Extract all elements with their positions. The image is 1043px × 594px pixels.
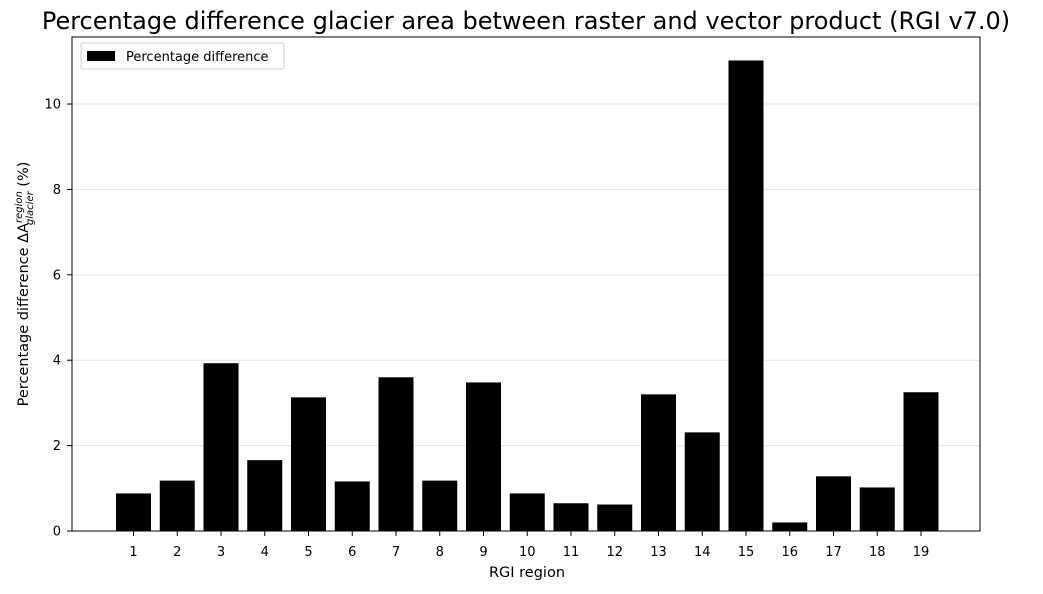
x-tick-label: 7	[392, 545, 400, 560]
x-tick-label: 11	[563, 545, 580, 560]
y-tick-label: 10	[44, 98, 61, 113]
legend-box	[80, 42, 285, 70]
bar	[159, 480, 195, 531]
bar	[291, 397, 326, 531]
bar	[422, 480, 458, 531]
x-tick-label: 18	[869, 545, 886, 560]
x-tick-label: 19	[913, 545, 930, 560]
y-tick-label: 8	[53, 183, 61, 198]
bar	[816, 476, 851, 531]
bar	[859, 487, 895, 531]
y-tick-label: 0	[53, 525, 61, 540]
x-tick-label: 2	[173, 545, 181, 560]
x-tick-label: 12	[606, 545, 623, 560]
bar	[903, 392, 939, 531]
x-tick-label: 15	[738, 545, 755, 560]
legend-label: Percentage difference	[126, 50, 269, 65]
bar	[466, 382, 501, 531]
bar	[597, 504, 633, 531]
bar	[684, 432, 720, 531]
y-tick-label: 4	[53, 354, 61, 369]
legend: Percentage difference	[80, 42, 285, 70]
bars	[116, 60, 939, 531]
x-tick-label: 8	[436, 545, 444, 560]
plot-area-frame	[71, 36, 981, 532]
y-tick-label: 6	[53, 268, 61, 283]
x-tick-label: 1	[129, 545, 137, 560]
x-axis-ticks: 1 2 3 4 5 6 7 8 9 10 11 12 13 14 15 16 17 18 19	[129, 531, 929, 560]
bar	[378, 377, 414, 531]
x-tick-label: 16	[781, 545, 798, 560]
bar	[728, 60, 764, 531]
bar	[553, 503, 589, 531]
bar	[509, 493, 545, 531]
chart-title: Percentage difference glacier area betwe…	[42, 7, 1010, 35]
x-tick-label: 13	[650, 545, 667, 560]
bar	[116, 493, 151, 531]
x-tick-label: 6	[348, 545, 356, 560]
x-tick-label: 14	[694, 545, 711, 560]
bar	[772, 522, 808, 531]
x-tick-label: 4	[261, 545, 269, 560]
x-tick-label: 3	[217, 545, 225, 560]
x-tick-label: 10	[519, 545, 536, 560]
x-axis-label: RGI region	[489, 565, 565, 581]
x-tick-label: 17	[825, 545, 842, 560]
bar	[641, 394, 676, 531]
y-axis-label: Percentage difference ΔAregionglacier (%…	[14, 162, 36, 407]
gridlines	[72, 103, 980, 447]
bar	[203, 363, 239, 531]
y-tick-label: 2	[53, 439, 61, 454]
x-tick-label: 5	[304, 545, 312, 560]
legend-swatch	[87, 51, 115, 61]
bar	[247, 460, 283, 531]
y-axis-ticks: 0 2 4 6 8 10	[44, 98, 72, 540]
x-tick-label: 9	[479, 545, 487, 560]
bar	[334, 481, 370, 531]
